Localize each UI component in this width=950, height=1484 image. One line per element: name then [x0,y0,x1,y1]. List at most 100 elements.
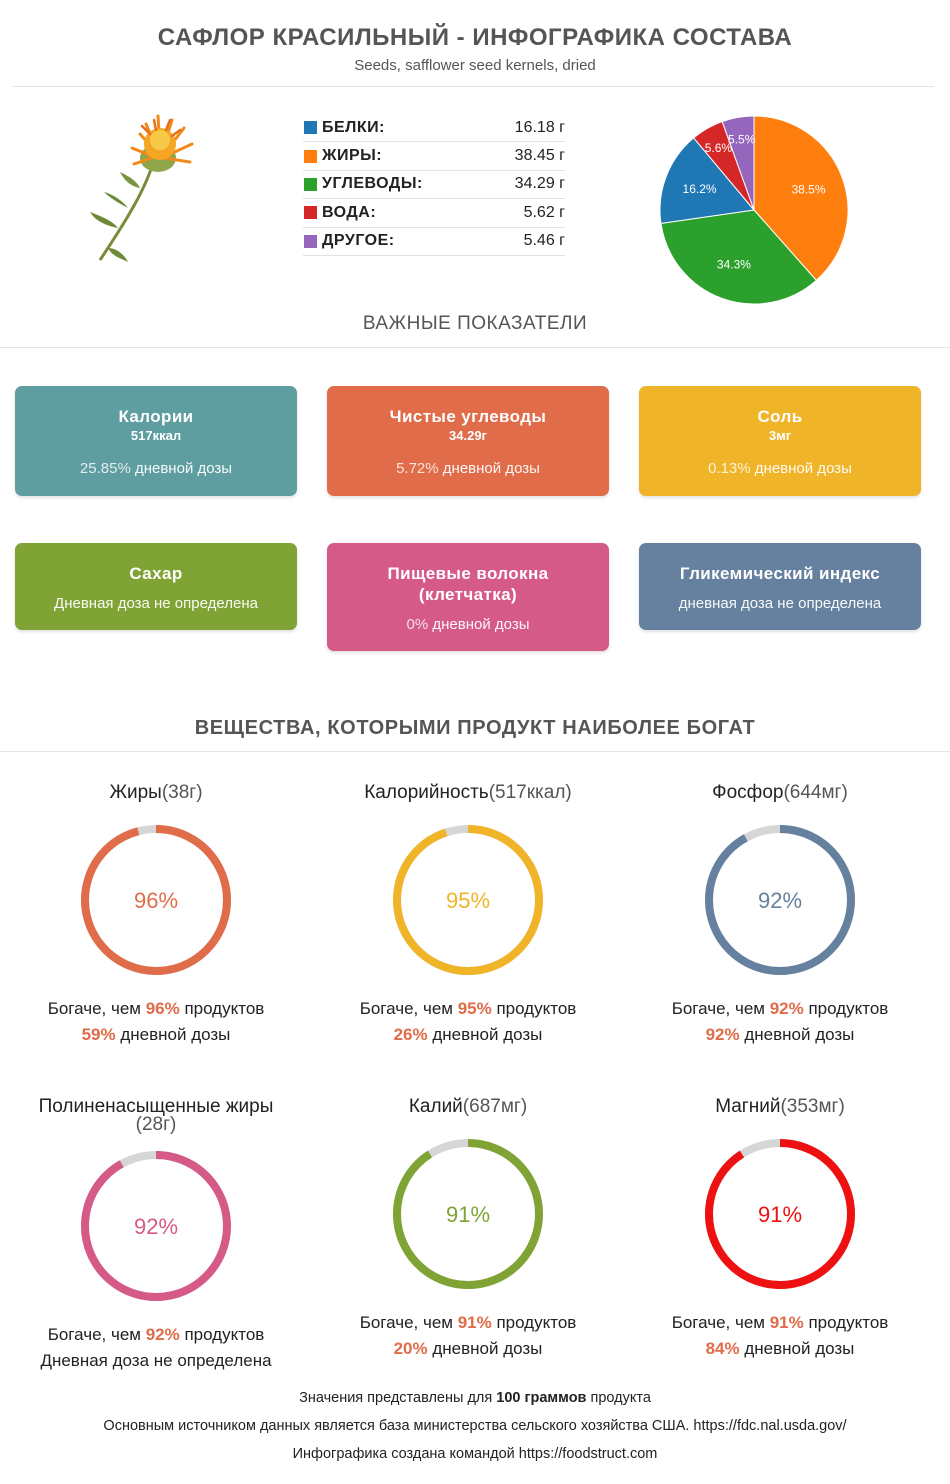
card-daily: дневная доза не определена [639,595,921,612]
nutrient-fat: Жиры(38г) 96% Богаче, чем 96% продуктов … [6,782,306,1048]
rich-divider [0,751,950,752]
fat-swatch [303,148,318,164]
nutrient-name: Магний [715,1096,781,1117]
ring-percent-label: 91% [758,1202,802,1227]
water-swatch [303,205,318,221]
macro-row-protein: БЕЛКИ: 16.18 г [303,114,565,143]
card-title: Чистые углеводы [389,407,547,426]
pie-slice-label: 34.3% [717,258,751,272]
card-daily-text: Дневная доза не определена [54,595,258,612]
nutrient-name: Полиненасыщенные жиры [38,1096,274,1117]
footer-suffix: продукта [586,1390,651,1406]
safflower-image [90,114,194,262]
percentile-ring: 91% [705,1139,855,1289]
card-calories: Калории 517ккал 25.85% дневной дозы [15,386,297,496]
nutrient-name: Калий [408,1096,463,1117]
indicators-heading: ВАЖНЫЕ ПОКАЗАТЕЛИ [362,313,588,334]
card-daily-text: дневной дозы [750,460,852,477]
protein-swatch [303,120,318,136]
footer-prefix: Значения представлены для [299,1390,497,1406]
richer-prefix: Богаче, чем [359,1313,458,1332]
card-daily-text: дневной дозы [438,460,540,477]
nutrient-calories: Калорийность(517ккал) 95% Богаче, чем 95… [318,782,618,1048]
pie-slice [659,137,755,224]
nutrient-polyunsaturated-fat: Полиненасыщенные жиры (28г) 92% Богаче, ч… [6,1096,306,1374]
card-salt: Соль 3мг 0.13% дневной дозы [639,386,921,496]
footer-source: Основным источником данных является база… [103,1418,847,1434]
nutrient-amount: (517ккал) [488,782,572,803]
ring-progress [705,1139,855,1289]
richer-than-line: Богаче, чем 95% продуктов [318,996,618,1022]
daily-dose-line: 20% дневной дозы [318,1336,618,1362]
macro-name: УГЛЕВОДЫ: [322,175,423,193]
ring-percent-label: 92% [134,1214,178,1239]
richer-than-line: Богаче, чем 92% продуктов [630,996,930,1022]
richer-suffix: продуктов [491,999,577,1018]
card-pct: 0% [406,616,429,633]
nutrient-amount: (38г) [161,782,203,803]
card-title: Пищевые волокна (клетчатка) [387,564,549,604]
macro-name: ВОДА: [322,203,377,221]
richer-than-line: Богаче, чем 96% продуктов [6,996,306,1022]
card-title: Гликемический индекс [679,564,881,583]
ring-progress [81,825,231,975]
card-title: Калории [118,407,194,426]
percentile-ring: 92% [705,825,855,975]
daily-suffix: дневной дозы [427,1339,543,1358]
page-title: САФЛОР КРАСИЛЬНЫЙ - ИНФОГРАФИКА СОСТАВА [157,24,793,51]
ring-progress [81,1151,231,1301]
nutrient-name: Жиры [109,782,162,803]
daily-pct: 59% [81,1025,116,1044]
richer-pct: 95% [457,999,492,1018]
card-sugar: Сахар Дневная доза не определена [15,543,297,630]
nutrient-potassium: Калий(687мг) 91% Богаче, чем 91% продукт… [318,1096,618,1362]
macro-row-other: ДРУГОЕ: 5.46 г [303,228,565,256]
macro-row-fat: ЖИРЫ: 38.45 г [303,142,565,171]
richer-prefix: Богаче, чем [359,999,458,1018]
richer-than-line: Богаче, чем 92% продуктов [6,1322,306,1348]
card-daily: 0.13% дневной дозы [639,460,921,477]
richer-pct: 91% [457,1313,492,1332]
card-daily: 25.85% дневной дозы [15,460,297,477]
richer-prefix: Богаче, чем [47,1325,146,1344]
richer-pct: 96% [145,999,180,1018]
page-subtitle: Seeds, safflower seed kernels, dried [354,57,596,74]
daily-suffix: дневной дозы [115,1025,231,1044]
richer-suffix: продуктов [803,1313,889,1332]
pie-slice [753,115,849,282]
carbs-swatch [303,176,318,192]
card-daily-text: дневная доза не определена [678,595,882,612]
nutrient-amount: (687мг) [462,1096,528,1117]
daily-pct: 26% [393,1025,428,1044]
header-divider [12,86,934,87]
macro-value: 5.62 г [523,203,565,221]
card-title: Соль [757,407,803,426]
card-pct: 5.72% [396,460,439,477]
nutrient-title: Полиненасыщенные жиры (28г) [6,1096,306,1146]
nutrient-amount: (644мг) [783,782,848,803]
ring-percent-label: 91% [446,1202,490,1227]
nutrient-title: Магний(353мг) [630,1096,930,1134]
richer-than-line: Богаче, чем 91% продуктов [630,1310,930,1336]
footer-credits: Инфографика создана командой https://foo… [292,1446,658,1462]
richer-suffix: продуктов [179,999,265,1018]
card-value: 517ккал [130,428,182,443]
card-glycemic-index: Гликемический индекс дневная доза не опр… [639,543,921,630]
percentile-ring: 95% [393,825,543,975]
ring-percent-label: 95% [446,888,490,913]
card-fiber: Пищевые волокна (клетчатка) 0% дневной д… [327,543,609,651]
pie-slice-label: 5.5% [728,133,756,147]
macro-name: БЕЛКИ: [322,118,385,136]
card-daily: 5.72% дневной дозы [327,460,609,477]
daily-suffix: дневной дозы [427,1025,543,1044]
macro-pie-chart: 38.5% 34.3% 16.2% 5.6%5.5% [659,115,849,305]
macro-name: ЖИРЫ: [322,147,383,165]
nutrient-amount: (28г) [135,1114,177,1135]
daily-pct: 84% [705,1339,740,1358]
ring-progress [705,825,855,975]
other-swatch [303,233,318,249]
macro-value: 16.18 г [514,118,565,136]
card-pct: 25.85% [79,460,131,477]
footer-serving-note: Значения представлены для 100 граммов пр… [0,1390,950,1406]
card-net-carbs: Чистые углеводы 34.29г 5.72% дневной доз… [327,386,609,496]
